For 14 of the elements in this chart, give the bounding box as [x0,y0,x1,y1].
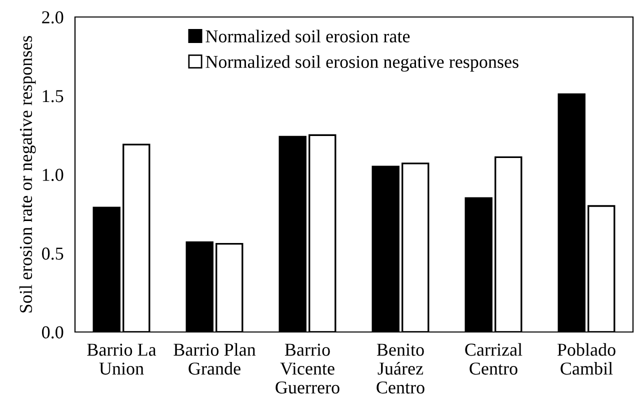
x-tick-label: Barrio Plan Grande [174,343,256,375]
y-tick-label: 1.0 [42,168,64,182]
x-tick-label: Barrio La Union [87,344,156,375]
x-tick-label: Benito Juárez Centro [376,344,424,394]
y-tick-label: 2.0 [42,11,64,24]
legend-label: Normalized soil erosion negative responses [206,55,518,72]
y-tick-label: 0.5 [42,248,64,260]
x-tick-label: Barrio Vicente Guerrero [276,344,340,394]
y-tick-label: 0.0 [42,326,64,339]
y-tick-label: 1.5 [42,90,64,102]
legend-label: Normalized soil erosion rate [206,30,410,42]
x-tick-label: Carrizal Centro [465,343,522,375]
y-axis-title: Soil erosion rate or negative responses [19,36,36,312]
x-tick-label: Poblado Cambil [557,343,616,375]
